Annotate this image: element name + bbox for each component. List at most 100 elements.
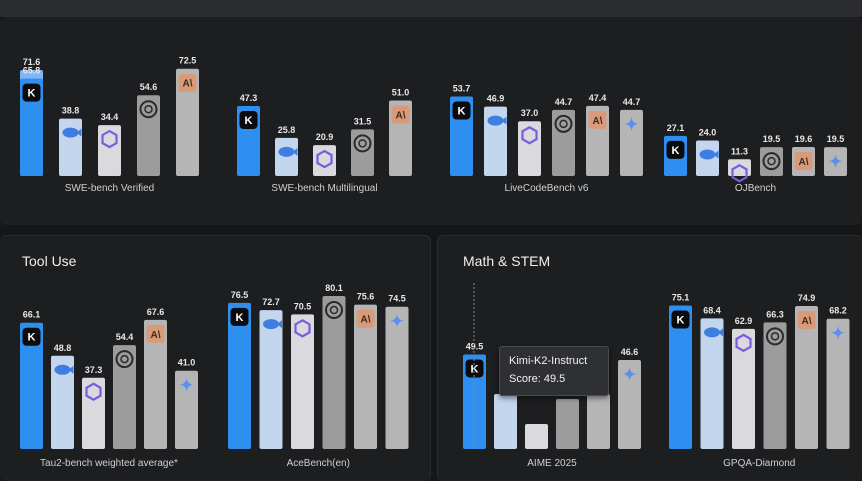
value-label: 72.5 — [179, 56, 197, 66]
value-label: 74.9 — [798, 293, 816, 303]
bar-deepseek — [51, 355, 74, 449]
bar-anthropic — [176, 68, 199, 176]
value-label: 25.8 — [278, 125, 296, 135]
whale-icon-tail — [76, 128, 82, 137]
whale-icon — [699, 149, 716, 160]
gemini-star-icon — [827, 153, 844, 170]
bar-kimi — [228, 302, 251, 449]
kimi-k-icon-bg — [452, 101, 471, 120]
bar-gemini — [385, 306, 409, 449]
bar-anthropic — [144, 319, 167, 449]
chart-5: K 76.5 72.7 70.5 80.1 A\ 75.6 74.5 AceBench(en) — [228, 283, 409, 469]
value-label: 44.7 — [623, 97, 641, 107]
qwen-icon — [294, 319, 311, 338]
bar-qwen — [728, 159, 751, 176]
bar-deepseek — [275, 137, 298, 176]
kimi-k-icon: K — [245, 115, 253, 127]
value-label: 44.7 — [555, 97, 573, 107]
anthropic-icon-bg — [356, 309, 375, 328]
gemini-star-icon — [623, 115, 640, 132]
value-label: 49.5 — [466, 341, 484, 351]
benchmark-label: LiveCodeBench v6 — [505, 183, 589, 194]
gemini-star-icon — [621, 365, 638, 382]
bar-openai — [763, 322, 787, 449]
value-label: 70.5 — [294, 301, 312, 311]
value-label: 31.5 — [354, 116, 372, 126]
gemini-star-icon — [389, 312, 405, 329]
whale-icon-tail — [718, 328, 723, 337]
value-label: 54.6 — [140, 82, 158, 92]
value-label: 62.9 — [735, 316, 753, 326]
openai-icon — [115, 350, 134, 369]
kimi-k-icon: K — [28, 332, 36, 344]
value-label: 20.9 — [316, 132, 334, 142]
bar-qwen — [525, 424, 548, 449]
qwen-icon — [735, 333, 752, 353]
value-label: 27.1 — [667, 123, 685, 133]
value-label: 66.3 — [766, 309, 784, 319]
value-label: 74.5 — [388, 294, 406, 304]
value-label: 75.1 — [672, 293, 690, 303]
openai-icon-inner — [770, 332, 780, 341]
whale-icon-tail — [68, 365, 74, 374]
value-label: 41.0 — [178, 358, 196, 368]
value-label: 24.0 — [699, 127, 717, 137]
value-label: 34.4 — [101, 112, 119, 122]
openai-icon-inner — [120, 354, 129, 364]
bar-deepseek — [59, 118, 82, 176]
bar-openai — [113, 345, 136, 449]
openai-icon-inner — [144, 104, 153, 114]
value-label: 46.6 — [621, 347, 639, 357]
kimi-k-icon: K — [28, 88, 36, 100]
bar-qwen — [98, 125, 121, 176]
value-label: 51.0 — [392, 88, 410, 98]
whale-icon — [704, 327, 720, 338]
chart-7: K 75.1 68.4 62.9 66.3 A\ 74.9 68.2 GPQA-Diamond — [669, 293, 850, 469]
bar-anthropic — [795, 305, 818, 449]
bar-qwen — [518, 121, 541, 176]
value-label: 19.5 — [763, 134, 781, 144]
anthropic-icon: A\ — [151, 330, 161, 341]
value-label: 67.6 — [147, 307, 165, 317]
gemini-star-icon — [830, 324, 846, 341]
chart-6: K 49.5 46.6 AIME 2025 — [463, 341, 641, 469]
bar-deepseek — [259, 310, 283, 449]
whale-icon-tail — [277, 320, 282, 329]
openai-icon-inner — [329, 305, 339, 315]
top-bar — [0, 0, 862, 17]
value-label: 38.8 — [62, 106, 80, 116]
value-label: 65.8 — [23, 66, 41, 76]
benchmark-label: OJBench — [735, 183, 776, 194]
benchmark-label: AIME 2025 — [527, 458, 577, 469]
whale-icon-tail — [501, 116, 507, 125]
benchmark-label: GPQA-Diamond — [723, 458, 795, 469]
section-title-tool-use: Tool Use — [22, 253, 77, 269]
qwen-icon — [316, 149, 333, 169]
anthropic-icon-bg — [178, 73, 197, 92]
value-label: 75.6 — [357, 292, 375, 302]
anthropic-icon: A\ — [799, 157, 809, 168]
anthropic-icon-bg — [588, 110, 607, 129]
value-label: 37.3 — [85, 365, 103, 375]
kimi-k-icon-bg — [22, 83, 41, 102]
anthropic-icon-bg — [797, 310, 816, 329]
qwen-icon — [731, 164, 748, 183]
kimi-k-icon-bg — [666, 140, 685, 159]
chart-2: K 53.7 46.9 37.0 44.7 A\ 47.4 44.7 LiveCodeBench… — [450, 84, 643, 194]
whale-icon — [278, 146, 295, 157]
value-label: 68.4 — [703, 305, 721, 315]
qwen-icon — [85, 382, 102, 402]
value-label: 19.5 — [827, 134, 845, 144]
bar-qwen — [313, 145, 336, 176]
qwen-icon — [521, 125, 538, 145]
bar-qwen — [291, 314, 314, 449]
value-label: 19.6 — [795, 134, 813, 144]
value-label: 11.3 — [731, 146, 748, 156]
openai-icon — [139, 100, 158, 119]
value-label: 47.3 — [240, 93, 258, 103]
kimi-k-icon: K — [672, 145, 680, 157]
openai-icon-inner — [358, 139, 367, 148]
benchmark-label: SWE-bench Multilingual — [271, 183, 377, 194]
anthropic-icon: A\ — [396, 111, 406, 122]
